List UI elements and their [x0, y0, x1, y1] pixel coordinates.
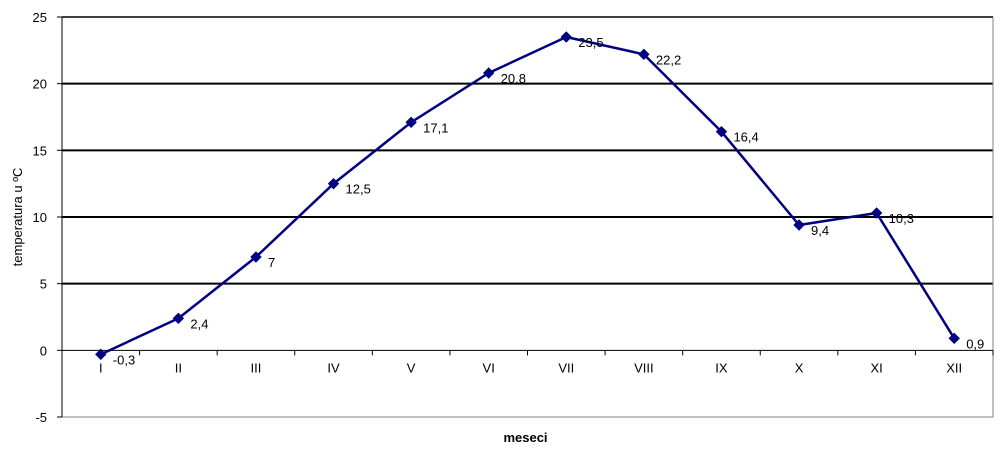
y-axis: -5 0 5 10 15 20 25 — [33, 10, 63, 425]
x-tick-label: XII — [946, 360, 962, 375]
data-label: 10,3 — [889, 211, 914, 226]
data-label: 12,5 — [346, 182, 371, 197]
series-line — [100, 35, 956, 356]
x-tick-label: II — [175, 360, 182, 375]
y-tick-label: 0 — [40, 343, 47, 358]
data-label: 17,1 — [423, 120, 448, 135]
data-point-marker — [95, 348, 107, 361]
data-point-marker — [715, 125, 728, 138]
data-label: 7 — [268, 255, 275, 270]
y-tick-label: 15 — [33, 143, 47, 158]
data-labels: -0,3 2,4 7 12,5 17,1 20,8 23,5 22,2 16,4 9,4 10,3 0… — [113, 35, 984, 367]
data-label: 2,4 — [190, 316, 208, 331]
series-temperature — [95, 31, 960, 361]
x-tick-label: III — [251, 360, 262, 375]
y-tick-label: 20 — [33, 77, 47, 92]
data-label: 0,9 — [966, 336, 984, 351]
data-point-marker — [948, 332, 960, 345]
x-tick-label: VI — [483, 360, 495, 375]
data-point-marker — [793, 219, 805, 231]
x-axis: I II III IV V VI VII VIII IX X XI XII — [61, 349, 994, 375]
data-label: 22,2 — [656, 52, 681, 67]
x-tick-label: X — [795, 360, 804, 375]
x-tick-label: IX — [715, 360, 728, 375]
x-tick-label: XI — [870, 360, 882, 375]
x-tick-label: VIII — [634, 360, 654, 375]
data-point-marker — [638, 48, 650, 61]
data-label: 23,5 — [578, 35, 603, 50]
data-point-marker — [327, 177, 340, 190]
data-label: 16,4 — [733, 130, 758, 145]
y-tick-label: 25 — [33, 10, 47, 25]
data-point-marker — [483, 67, 495, 79]
data-label: 9,4 — [811, 223, 829, 238]
x-tick-label: IV — [327, 360, 340, 375]
data-label: 20,8 — [501, 71, 526, 86]
x-tick-label: VII — [558, 360, 574, 375]
y-tick-label: 10 — [33, 210, 47, 225]
y-axis-title: temperatura u ºC — [10, 168, 25, 267]
data-point-marker — [405, 116, 417, 129]
y-tick-label: -5 — [35, 410, 47, 425]
x-tick-label: V — [407, 360, 416, 375]
data-point-marker — [560, 31, 572, 43]
x-axis-title: meseci — [503, 430, 547, 445]
x-tick-label: I — [99, 360, 103, 375]
data-label: -0,3 — [113, 352, 135, 367]
data-point-marker — [172, 312, 185, 325]
data-point-marker — [250, 251, 262, 263]
data-point-marker — [870, 207, 883, 219]
y-tick-label: 5 — [40, 277, 47, 292]
gridlines — [62, 16, 993, 285]
